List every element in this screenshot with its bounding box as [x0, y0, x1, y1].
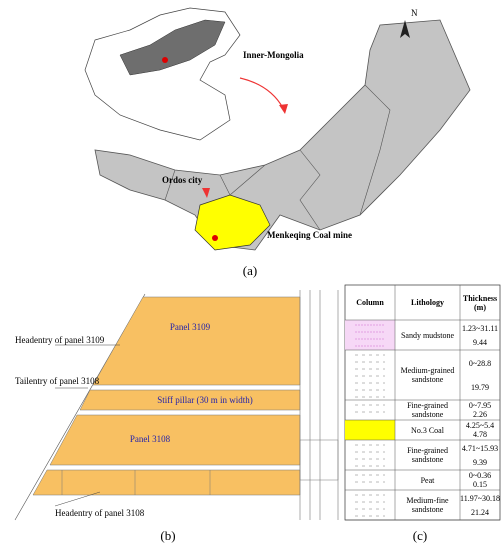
- header-cell: Lithology: [411, 298, 444, 307]
- entry-area: [32, 469, 301, 496]
- label: Headentry of panel 3108: [55, 508, 145, 518]
- panel-area: [92, 296, 301, 386]
- lithology-cell: Medium-grained sandstone: [400, 366, 455, 384]
- lithology-cell: Fine-grained sandstone: [407, 401, 448, 419]
- caption: (b): [160, 528, 175, 543]
- header-cell: Thickness (m): [462, 293, 498, 312]
- leader: [54, 491, 101, 507]
- lithology-cell: No.3 Coal: [411, 425, 444, 435]
- boundary: [299, 149, 321, 231]
- thickness-range: 0~28.8: [468, 358, 492, 368]
- north-arrow: [400, 20, 410, 38]
- caption: (a): [243, 263, 257, 278]
- arrow: [239, 77, 284, 109]
- inner-mongolia-small: [119, 19, 226, 76]
- caption: (c): [413, 528, 427, 543]
- thickness-mean: 9.39: [473, 457, 487, 467]
- arrow-head: [279, 104, 288, 114]
- header-cell: Column: [356, 298, 384, 307]
- thickness-mean: 2.26: [473, 410, 487, 419]
- thickness-mean: 9.44: [473, 337, 487, 347]
- lithology-cell: Fine-grained sandstone: [407, 446, 448, 464]
- thickness-mean: 4.78: [473, 430, 487, 439]
- label: Panel 3109: [170, 322, 211, 332]
- location-dot: [162, 57, 168, 63]
- thickness-range: 0~0.36: [468, 471, 492, 480]
- coal-fill: [345, 420, 395, 440]
- north-label: N: [411, 8, 418, 18]
- structure-box: [299, 439, 339, 481]
- label: Inner-Mongolia: [243, 50, 304, 60]
- boundary: [164, 169, 176, 201]
- label: Menkeqing Coal mine: [267, 230, 352, 240]
- thickness-mean: 21.24: [471, 507, 489, 517]
- mine-dot: [212, 235, 218, 241]
- thickness-range: 4.71~15.93: [461, 443, 499, 453]
- label: Ordos city: [162, 175, 203, 185]
- thickness-range: 0~7.95: [468, 401, 492, 410]
- inner-mongolia-map: [94, 19, 471, 251]
- arrow-head: [202, 188, 210, 198]
- lithology-cell: Peat: [420, 475, 435, 485]
- thickness-range: 11.97~30.18: [459, 493, 501, 503]
- thickness-range: 1.23~31.11: [461, 323, 499, 333]
- thickness-mean: 19.79: [471, 382, 489, 392]
- label: Headentry of panel 3109: [15, 335, 105, 345]
- thickness-mean: 0.15: [473, 480, 487, 489]
- label: Stiff pillar (30 m in width): [157, 395, 253, 405]
- label: Tailentry of panel 3108: [15, 376, 100, 386]
- label: Panel 3108: [130, 434, 171, 444]
- mudstone-fill: [345, 320, 395, 350]
- lithology-cell: Sandy mudstone: [400, 330, 455, 340]
- panel-area: [49, 414, 301, 466]
- thickness-range: 4.25~5.4: [465, 421, 495, 430]
- lithology-cell: Medium-fine sandstone: [406, 496, 449, 514]
- boundary: [359, 84, 391, 216]
